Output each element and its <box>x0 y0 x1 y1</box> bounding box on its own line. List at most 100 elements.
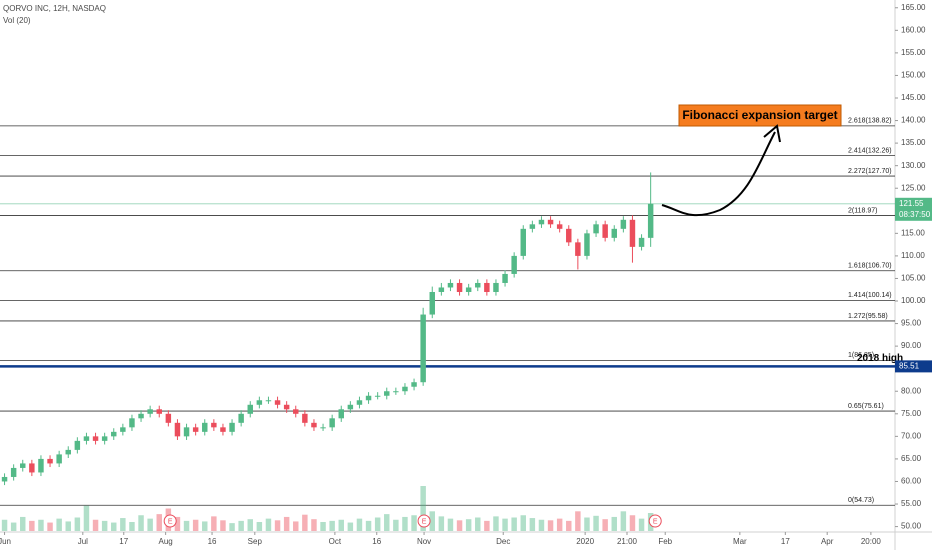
volume-bar <box>511 517 517 531</box>
y-tick-label: 110.00 <box>901 251 925 260</box>
candle-body <box>38 458 44 473</box>
candle-body <box>147 409 153 414</box>
fib-label: 2.414(132.26) <box>848 147 892 154</box>
candle-body <box>202 422 208 432</box>
x-tick-label: 17 <box>781 537 790 546</box>
x-tick-label: 21:00 <box>617 537 638 546</box>
candle-body <box>92 436 99 441</box>
candle-body <box>329 418 335 428</box>
candle-body <box>274 400 281 405</box>
volume-bar <box>620 511 627 531</box>
last-price-badge <box>895 197 932 221</box>
x-tick-label: Jun <box>0 537 11 546</box>
y-tick-label: 75.00 <box>901 409 922 418</box>
volume-bar <box>566 520 572 531</box>
volume-bar <box>274 520 281 531</box>
y-tick-label: 130.00 <box>901 161 926 170</box>
volume-bar <box>593 515 599 531</box>
fib-label: 2.618(138.82) <box>848 118 892 125</box>
volume-bar <box>320 522 326 531</box>
candle-body <box>602 224 608 238</box>
volume-bar <box>10 522 17 531</box>
volume-bar <box>611 516 617 531</box>
candle-body <box>584 233 590 256</box>
x-tick-label: Apr <box>821 537 834 546</box>
volume-bar <box>29 520 35 531</box>
volume-bar <box>484 520 490 531</box>
volume-bar <box>47 522 53 531</box>
candle-body <box>10 467 17 477</box>
volume-bar <box>183 520 190 531</box>
volume-bar <box>374 517 381 531</box>
x-tick-label: Dec <box>496 537 510 546</box>
candle-body <box>156 409 162 414</box>
y-tick-label: 70.00 <box>901 431 922 440</box>
candle-body <box>183 427 190 437</box>
candle-body <box>429 291 435 315</box>
candle-body <box>293 409 299 414</box>
chart-title: QORVO INC, 12H, NASDAQ <box>3 4 106 13</box>
volume-bar <box>575 511 581 531</box>
y-tick-label: 155.00 <box>901 48 926 57</box>
candle-body <box>302 413 308 423</box>
candle-body <box>111 431 117 437</box>
candle-body <box>611 228 617 238</box>
candle-body <box>338 409 344 419</box>
candle-body <box>129 418 135 428</box>
x-tick-label: Jul <box>78 537 88 546</box>
y-tick-label: 80.00 <box>901 386 922 395</box>
earnings-marker <box>163 514 177 528</box>
volume-bar <box>120 518 126 531</box>
candle-body <box>447 282 454 288</box>
candle-body <box>493 282 499 292</box>
candle-body <box>520 228 526 256</box>
volume-bar <box>629 515 636 531</box>
volume-bar <box>265 518 272 531</box>
y-tick-label: 55.00 <box>901 499 922 508</box>
volume-bar <box>174 516 181 531</box>
volume-bar <box>447 518 454 531</box>
volume-bar <box>547 520 554 531</box>
volume-bar <box>311 519 317 531</box>
x-tick-label: Oct <box>329 537 342 546</box>
volume-bar <box>247 519 253 531</box>
candle-body <box>647 203 654 238</box>
x-tick-label: Sep <box>248 537 263 546</box>
volume-bar <box>393 519 399 531</box>
volume-bar <box>493 516 499 531</box>
candle-body <box>411 382 417 387</box>
last-price-time: 08:37:50 <box>899 210 931 219</box>
candle-body <box>138 413 144 419</box>
volume-bar <box>156 514 162 531</box>
x-tick-label: 2020 <box>576 537 594 546</box>
earnings-label: E <box>653 518 658 525</box>
volume-bar <box>429 511 435 531</box>
candle-body <box>120 427 126 432</box>
earnings-label: E <box>168 518 173 525</box>
volume-bar <box>1 519 8 531</box>
plot: 50.0055.0060.0065.0070.0075.0080.0085.00… <box>0 3 932 546</box>
volume-bar <box>229 523 235 531</box>
fib-label: 1(86.85) <box>848 352 874 359</box>
volume-bar <box>420 486 426 531</box>
candle-body <box>566 228 572 243</box>
volume-bar <box>83 505 90 531</box>
candle-body <box>101 436 108 441</box>
candle-body <box>638 237 645 247</box>
fib-label: 1.618(106.70) <box>848 263 892 270</box>
candle-body <box>620 219 627 229</box>
candle-body <box>420 314 426 383</box>
volume-bar <box>456 520 463 531</box>
x-tick-label: 17 <box>119 537 128 546</box>
candle-body <box>538 219 545 225</box>
y-tick-label: 140.00 <box>901 116 926 125</box>
fib-label: 2(118.97) <box>848 207 877 214</box>
volume-bar <box>101 520 108 531</box>
candle-body <box>229 422 235 432</box>
candle-body <box>192 427 199 432</box>
volume-bar <box>402 516 408 531</box>
volume-bar <box>520 515 526 531</box>
candle-body <box>529 224 536 229</box>
volume-bar <box>129 522 135 531</box>
